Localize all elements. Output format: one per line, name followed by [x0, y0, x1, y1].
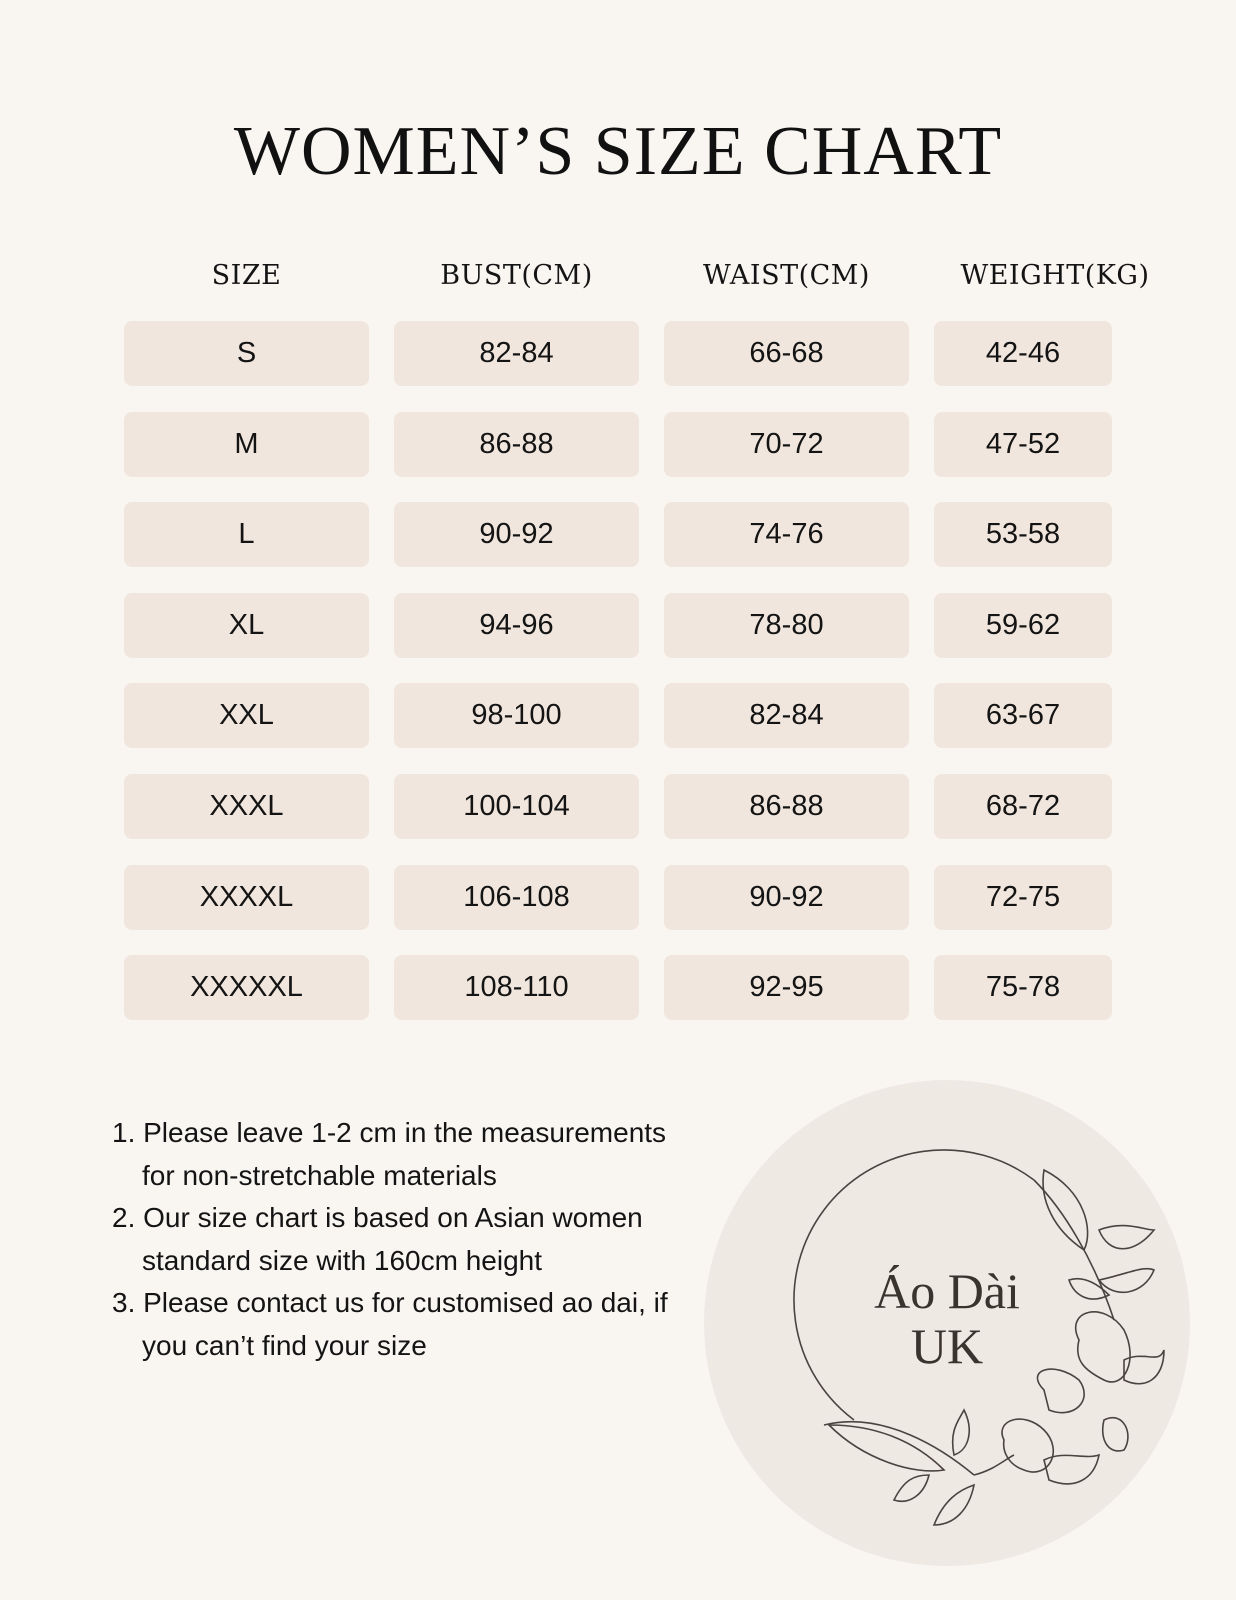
logo-line-1: Áo Dài [874, 1263, 1020, 1319]
waist-cell: 70-72 [664, 411, 909, 477]
size-cell: L [124, 502, 369, 568]
header-size: SIZE [211, 260, 282, 291]
waist-cell: 86-88 [664, 774, 909, 839]
bust-cell: 106-108 [394, 864, 639, 930]
weight-cell: 68-72 [934, 774, 1112, 839]
note-item: 2. Our size chart is based on Asian wome… [112, 1202, 643, 1276]
size-cell: XL [124, 592, 369, 658]
brand-logo: Áo Dài UK [704, 1080, 1190, 1566]
waist-cell: 82-84 [664, 683, 909, 749]
weight-cell: 59-62 [934, 592, 1112, 658]
size-cell: XXL [124, 683, 369, 749]
waist-cell: 74-76 [664, 502, 909, 568]
size-cell: XXXXXL [124, 955, 369, 1021]
weight-cell: 75-78 [934, 955, 1112, 1021]
waist-cell: 90-92 [664, 864, 909, 930]
notes-list: 1. Please leave 1-2 cm in the measuremen… [112, 1112, 672, 1367]
weight-cell: 72-75 [934, 864, 1112, 930]
size-cell: XXXXL [124, 864, 369, 930]
size-cell: XXXL [124, 774, 369, 839]
weight-cell: 47-52 [934, 411, 1112, 477]
weight-cell: 53-58 [934, 502, 1112, 568]
header-waist: WAIST(CM) [703, 260, 870, 291]
logo-line-2: UK [910, 1318, 984, 1374]
bust-cell: 100-104 [394, 774, 639, 839]
page-title: WOMEN’S SIZE CHART [233, 113, 1003, 190]
bust-cell: 108-110 [394, 955, 639, 1021]
floral-wreath-icon [793, 1149, 1165, 1526]
bust-cell: 86-88 [394, 411, 639, 477]
header-bust: BUST(CM) [440, 260, 593, 291]
bust-cell: 82-84 [394, 321, 639, 386]
bust-cell: 94-96 [394, 592, 639, 658]
note-item: 3. Please contact us for customised ao d… [112, 1287, 668, 1361]
header-weight: WEIGHT(KG) [960, 260, 1150, 291]
weight-cell: 63-67 [934, 683, 1112, 749]
waist-cell: 66-68 [664, 321, 909, 386]
waist-cell: 92-95 [664, 955, 909, 1021]
size-cell: S [124, 321, 369, 386]
waist-cell: 78-80 [664, 592, 909, 658]
bust-cell: 98-100 [394, 683, 639, 749]
size-cell: M [124, 411, 369, 477]
weight-cell: 42-46 [934, 321, 1112, 386]
note-item: 1. Please leave 1-2 cm in the measuremen… [112, 1117, 667, 1191]
bust-cell: 90-92 [394, 502, 639, 568]
